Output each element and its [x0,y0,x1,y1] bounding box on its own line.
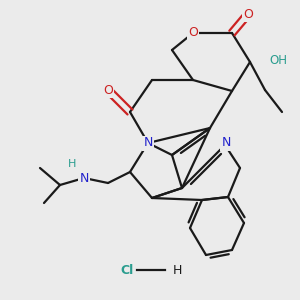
Text: O: O [103,83,113,97]
Text: H: H [172,263,182,277]
Text: O: O [243,8,253,20]
Text: Cl: Cl [120,263,134,277]
Text: N: N [143,136,153,149]
Text: H: H [68,159,76,169]
Text: O: O [188,26,198,40]
Text: N: N [79,172,89,184]
Text: N: N [221,136,231,149]
Text: OH: OH [269,53,287,67]
